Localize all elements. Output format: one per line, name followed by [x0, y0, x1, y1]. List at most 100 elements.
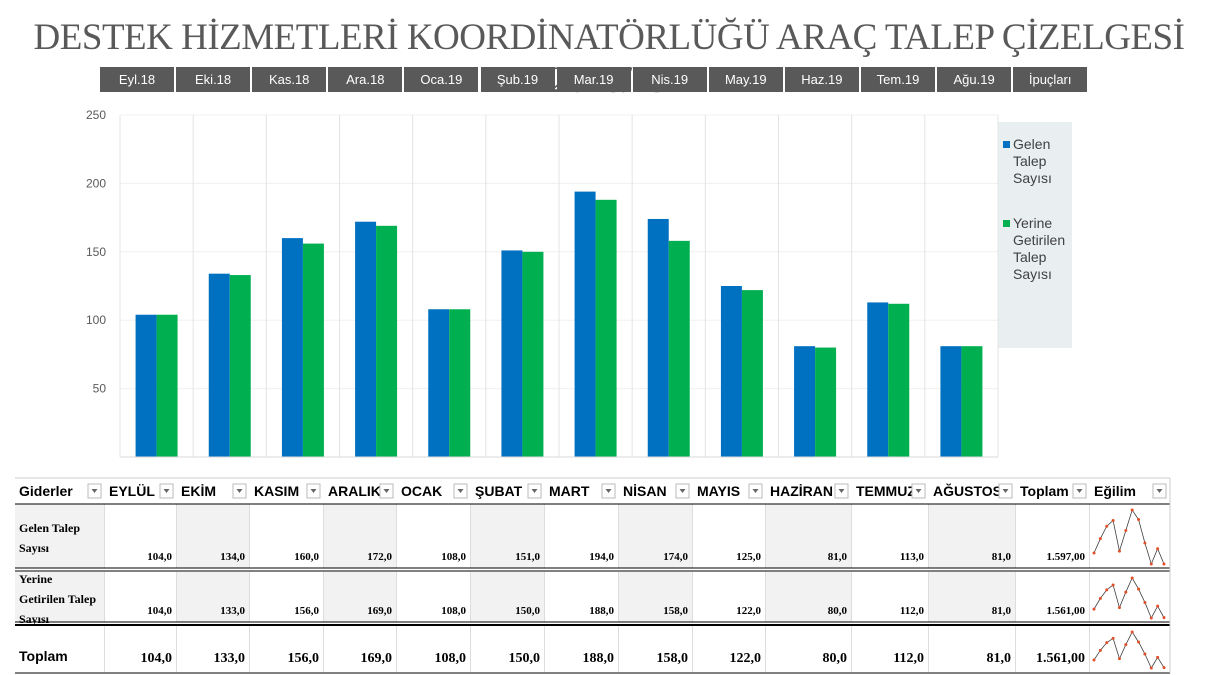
row-label: Gelen Talep Sayısı	[15, 504, 105, 568]
bar	[281, 238, 303, 457]
legend-item: Yerine Getirilen Talep Sayısı	[1003, 215, 1068, 283]
bar	[867, 302, 889, 457]
slicer-button[interactable]: Eyl.18	[100, 67, 174, 92]
slicer-button[interactable]: Oca.19	[404, 67, 479, 92]
sparkline-marker	[1130, 508, 1134, 512]
slicer-button[interactable]: Ara.18	[328, 67, 403, 92]
legend: Gelen Talep Sayısı Yerine Getirilen Talep…	[995, 122, 1072, 348]
cell-value: 151,0	[471, 504, 545, 568]
cell-value: 160,0	[250, 504, 324, 568]
slicer-button[interactable]: Kas.18	[252, 67, 327, 92]
cell-value: 104,0	[105, 572, 177, 622]
slicer-button[interactable]: Eki.18	[176, 67, 251, 92]
column-header: AĞUSTOS	[933, 483, 1002, 499]
sparkline-marker	[1111, 519, 1115, 523]
cell-value: 133,0	[177, 626, 250, 672]
sparkline-marker	[1130, 630, 1134, 634]
cell-value: 112,0	[852, 572, 929, 622]
sparkline-marker	[1137, 518, 1141, 522]
bar	[302, 243, 324, 457]
sparkline-marker	[1137, 587, 1141, 591]
legend-label: Yerine Getirilen Talep Sayısı	[1013, 215, 1066, 282]
slicer-button[interactable]: May.19	[708, 67, 783, 92]
legend-item: Gelen Talep Sayısı	[1003, 136, 1068, 187]
sparkline-marker	[1162, 562, 1166, 566]
cell-value: 194,0	[545, 504, 619, 568]
y-tick-label: 250	[86, 108, 106, 122]
cell-value: 80,0	[766, 572, 852, 622]
sparkline-marker	[1098, 648, 1102, 652]
cell-value: 156,0	[250, 572, 324, 622]
cell-value: 122,0	[693, 626, 766, 672]
legend-label: Gelen Talep Sayısı	[1013, 136, 1052, 186]
y-tick-label: 200	[86, 176, 106, 190]
sparkline-marker	[1124, 529, 1128, 533]
column-header: TEMMUZ	[856, 483, 916, 499]
bar	[522, 251, 544, 457]
bar	[961, 346, 983, 457]
bar	[741, 290, 763, 457]
column-header: Giderler	[19, 483, 73, 499]
slicer-button[interactable]: Nis.19	[632, 67, 707, 92]
slicer-button[interactable]: Haz.19	[784, 67, 859, 92]
slicer-button[interactable]: Şub.19	[480, 67, 555, 92]
bar	[208, 273, 230, 457]
column-header: NİSAN	[623, 483, 667, 499]
cell-value: 188,0	[545, 626, 619, 672]
sparkline-marker	[1162, 616, 1166, 620]
cell-value: 150,0	[471, 572, 545, 622]
slicer-button[interactable]: İpuçları	[1013, 67, 1088, 92]
cell-value: 172,0	[324, 504, 397, 568]
slicer-button[interactable]: Tem.19	[861, 67, 935, 92]
cell-value: 125,0	[693, 504, 766, 568]
cell-value: 158,0	[619, 626, 693, 672]
bar	[940, 346, 962, 457]
cell-value: 81,0	[929, 626, 1016, 672]
cell-value: 81,0	[929, 504, 1016, 568]
sparkline-marker	[1162, 666, 1166, 670]
row-total: 1.597,00	[1016, 504, 1090, 568]
sparkline-marker	[1156, 655, 1160, 659]
sparkline-marker	[1117, 606, 1121, 610]
sparkline-marker	[1098, 537, 1102, 541]
row-label: Toplam	[15, 626, 105, 672]
row-total: 1.561,00	[1016, 572, 1090, 622]
column-header: HAZİRAN	[770, 483, 833, 499]
sparkline-marker	[1137, 640, 1141, 644]
legend-swatch	[1003, 220, 1010, 227]
bar	[815, 347, 837, 457]
sparkline-marker	[1111, 583, 1115, 587]
bar	[794, 346, 816, 457]
cell-value: 113,0	[852, 504, 929, 568]
bar	[376, 225, 398, 457]
cell-value: 150,0	[471, 626, 545, 672]
row-total: 1.561,00	[1016, 626, 1090, 672]
sparkline-marker	[1143, 541, 1147, 545]
slicer-button[interactable]: Mar.19	[556, 67, 631, 92]
sparkline	[1093, 509, 1165, 566]
sparkline	[1093, 631, 1165, 669]
column-header: OCAK	[401, 483, 443, 499]
sparkline	[1093, 577, 1165, 619]
cell-value: 108,0	[397, 572, 471, 622]
cell-value: 80,0	[766, 626, 852, 672]
y-tick-label: 150	[86, 245, 106, 259]
sparkline-marker	[1117, 549, 1121, 553]
sparkline-marker	[1111, 636, 1115, 640]
column-header: KASIM	[254, 483, 300, 499]
cell-value: 112,0	[852, 626, 929, 672]
cell-value: 108,0	[397, 504, 471, 568]
cell-value: 122,0	[693, 572, 766, 622]
sparkline-marker	[1156, 547, 1160, 551]
column-header: EYLÜL	[109, 483, 155, 499]
cell-value: 133,0	[177, 572, 250, 622]
cell-value: 104,0	[105, 626, 177, 672]
sparkline-marker	[1156, 604, 1160, 608]
column-header: MAYIS	[697, 483, 741, 499]
sparkline-marker	[1098, 596, 1102, 600]
sparkline-marker	[1092, 658, 1096, 662]
sparkline-marker	[1143, 652, 1147, 656]
slicer-button[interactable]: Ağu.19	[937, 67, 1012, 92]
cell-value: 158,0	[619, 572, 693, 622]
